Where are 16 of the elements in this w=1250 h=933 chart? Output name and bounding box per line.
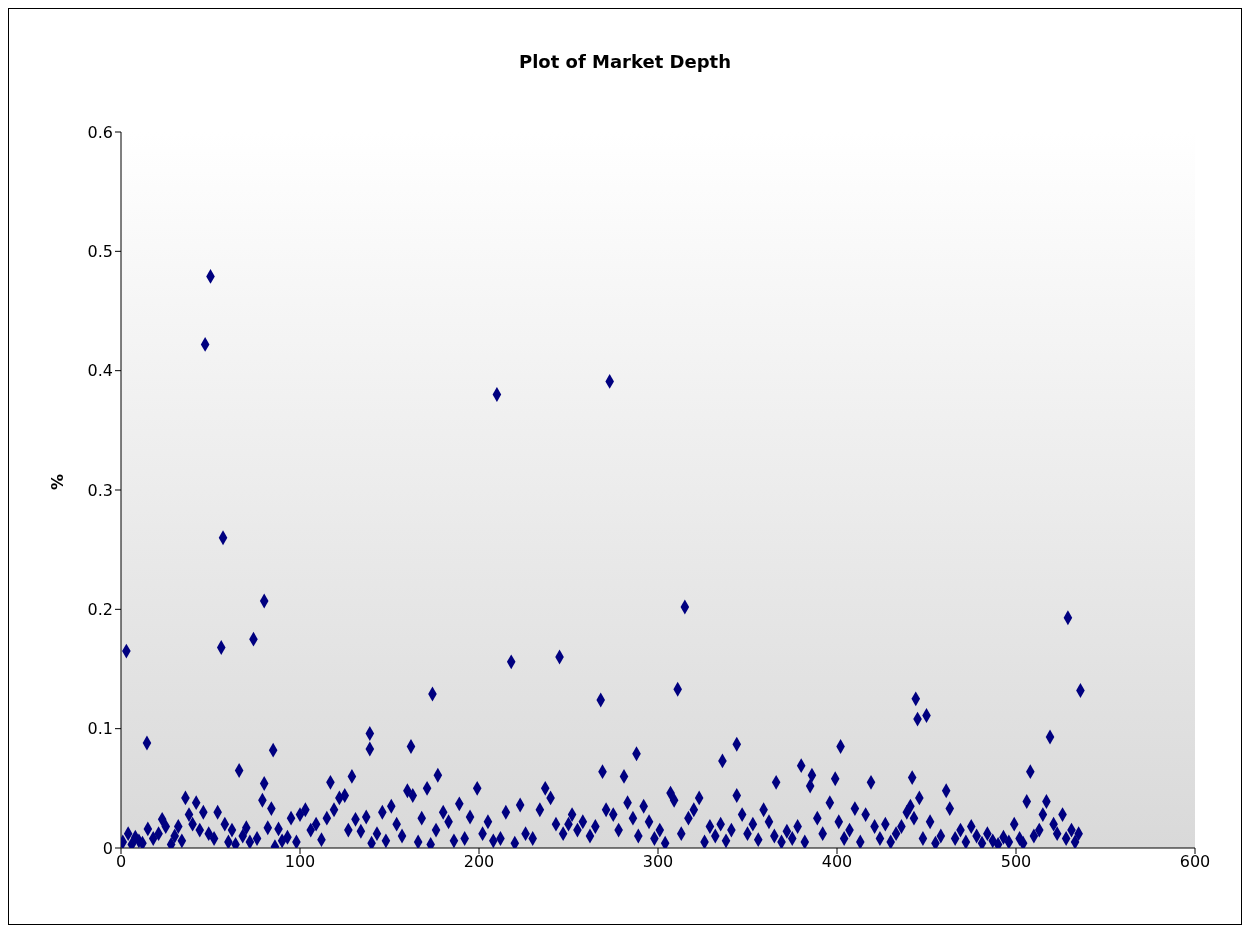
y-tick-label: 0.3 <box>87 480 113 500</box>
chart-title: Plot of Market Depth <box>518 51 732 72</box>
x-tick-label: 200 <box>463 852 495 872</box>
x-tick-label: 300 <box>642 852 674 872</box>
y-tick-label: 0.1 <box>87 719 113 739</box>
y-tick-label: 0.4 <box>87 361 113 381</box>
x-tick-label: 400 <box>821 852 853 872</box>
y-axis-title: % <box>47 473 67 490</box>
y-tick-label: 0.2 <box>87 600 113 620</box>
x-tick-label: 500 <box>1000 852 1032 872</box>
x-tick-label: 600 <box>1179 852 1211 872</box>
x-tick-label: 100 <box>284 852 316 872</box>
y-tick-label: 0.5 <box>87 242 113 262</box>
y-tick-label: 0.6 <box>87 122 113 142</box>
y-tick-label: 0 <box>102 838 113 858</box>
x-tick-label: 0 <box>115 852 127 872</box>
